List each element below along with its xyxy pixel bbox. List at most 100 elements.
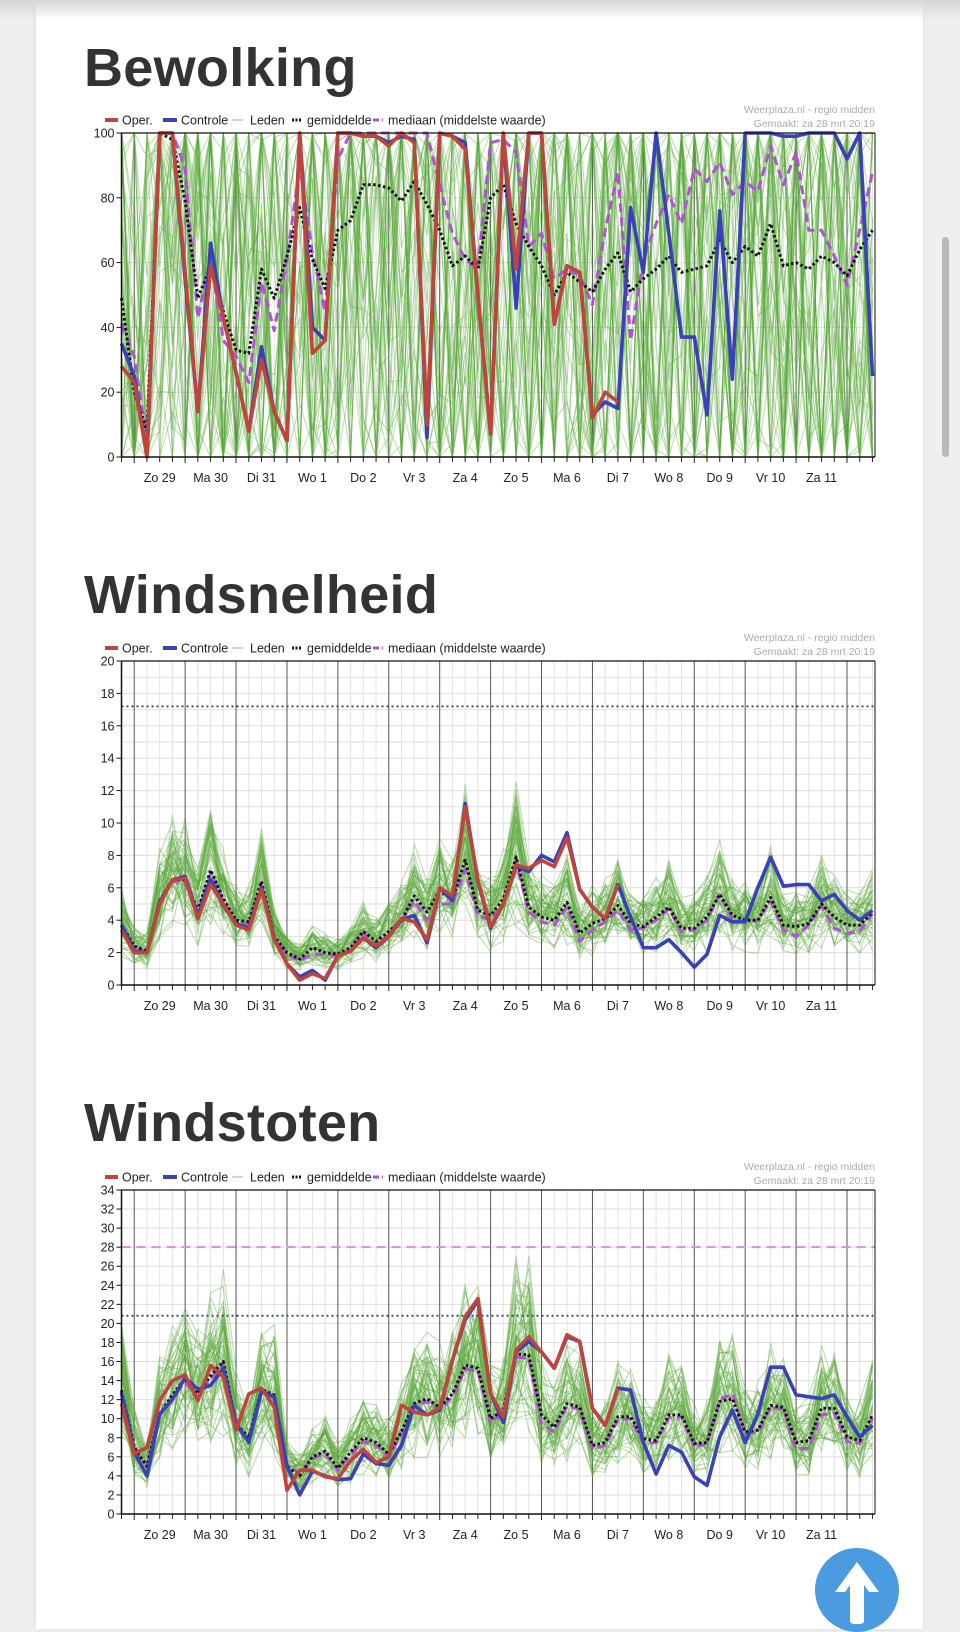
x-tick-label: Vr 3 [403, 471, 426, 485]
y-tick-label: 14 [101, 1374, 115, 1388]
y-tick-label: 12 [101, 1393, 115, 1407]
chart-windsnelheid: 0 2 4 6 8 10 12 14 16 18 20 Zo 29 Ma 30 Di 31 Wo 1 Do 2… [101, 632, 876, 1013]
x-tick-label: Ma 30 [193, 471, 228, 485]
x-tick-label: Vr 10 [756, 471, 785, 485]
x-tick-label: Do 2 [350, 1528, 376, 1542]
scroll-to-top-button[interactable] [815, 1548, 899, 1632]
y-tick-label: 0 [108, 1508, 115, 1522]
legend-label-gemiddelde: gemiddelde [307, 114, 372, 128]
series-leden-member-line [120, 131, 874, 459]
series-leden-member-line [121, 816, 874, 958]
y-tick-label: 10 [101, 1412, 115, 1426]
series-gemiddelde-line [120, 855, 874, 961]
legend-label-oper: Oper. [122, 1171, 153, 1185]
series-leden-member-line [121, 845, 874, 960]
series-leden-member-line [120, 814, 873, 962]
y-tick-label: 6 [108, 881, 115, 895]
y-tick-label: 6 [108, 1450, 115, 1464]
top-shadow [0, 0, 960, 20]
x-tick-label: Zo 5 [504, 1528, 529, 1542]
y-tick-label: 20 [101, 386, 115, 400]
series-leden-member-line [120, 132, 874, 458]
y-tick-label: 24 [101, 1279, 115, 1293]
series-leden-member-line [120, 1311, 874, 1477]
series-gemiddelde-line [120, 1352, 874, 1478]
chart-credit-source: Weerplaza.nl - regio midden [744, 104, 875, 116]
x-tick-label: Do 9 [707, 999, 733, 1013]
series-leden-member-line [120, 1338, 874, 1489]
legend-label-mediaan: mediaan (middelste waarde) [388, 1171, 546, 1185]
legend-label-mediaan: mediaan (middelste waarde) [388, 642, 546, 656]
series-leden-member-line [120, 1359, 873, 1489]
series-leden-member-line [120, 1279, 873, 1464]
series-leden-member-line [120, 131, 874, 458]
series-leden-member-line [120, 130, 873, 458]
y-tick-label: 0 [108, 451, 115, 465]
series-leden-member-line [121, 1318, 874, 1489]
x-tick-label: Di 7 [607, 471, 629, 485]
x-tick-label: Di 7 [607, 1528, 629, 1542]
x-tick-label: Ma 30 [193, 999, 228, 1013]
series-leden-member-line [120, 816, 873, 955]
x-tick-label: Zo 29 [144, 1528, 176, 1542]
x-tick-label: Wo 8 [654, 471, 683, 485]
y-tick-label: 8 [108, 1431, 115, 1445]
legend-label-leden: Leden [250, 1171, 285, 1185]
series-leden-member-line [120, 132, 874, 459]
series-leden-member-line [120, 1322, 873, 1486]
y-tick-label: 30 [101, 1222, 115, 1236]
series-leden-member-line [121, 132, 874, 458]
series-leden-member-line [120, 1325, 873, 1477]
series-leden-member-line [121, 843, 873, 955]
x-tick-label: Do 2 [350, 999, 376, 1013]
legend-label-oper: Oper. [122, 114, 153, 128]
series-leden-member-line [121, 805, 874, 963]
x-tick-label: Za 4 [453, 471, 478, 485]
series-leden-member-line [120, 132, 873, 458]
x-tick-label: Ma 6 [553, 471, 581, 485]
legend-label-mediaan: mediaan (middelste waarde) [388, 114, 546, 128]
y-tick-label: 18 [101, 1336, 115, 1350]
x-tick-label: Za 11 [806, 1528, 837, 1542]
series-leden-member-line [120, 1281, 874, 1479]
legend-label-leden: Leden [250, 642, 285, 656]
y-tick-label: 60 [101, 256, 115, 270]
series-leden-member-line [121, 842, 873, 971]
y-tick-label: 28 [101, 1241, 115, 1255]
series-leden-member-line [120, 1279, 873, 1479]
x-tick-label: Zo 5 [504, 999, 529, 1013]
series-oper-line [119, 805, 620, 982]
y-tick-label: 80 [101, 191, 115, 205]
x-tick-label: Do 9 [707, 1528, 733, 1542]
series-leden-member-line [121, 876, 874, 971]
series-leden-member-line [120, 1312, 874, 1482]
y-tick-label: 16 [101, 719, 115, 733]
series-leden-member-line [120, 132, 874, 459]
series-leden-member-line [120, 1273, 873, 1467]
y-tick-label: 20 [101, 1317, 115, 1331]
series-leden-member-line [120, 132, 874, 460]
x-tick-label: Do 2 [350, 471, 376, 485]
x-tick-label: Ma 6 [553, 999, 581, 1013]
series-gemiddelde-line [120, 131, 874, 433]
x-tick-label: Za 4 [453, 1528, 478, 1542]
legend-label-leden: Leden [250, 114, 285, 128]
y-tick-label: 18 [101, 687, 115, 701]
section-title-windsnelheid: Windsnelheid [84, 565, 439, 625]
legend-label-gemiddelde: gemiddelde [307, 642, 372, 656]
page-scrollbar[interactable] [942, 237, 949, 457]
series-leden-member-line [121, 836, 873, 967]
legend-label-controle: Controle [181, 114, 228, 128]
series-leden-member-line [120, 827, 873, 954]
legend-label-oper: Oper. [122, 642, 153, 656]
y-tick-label: 10 [101, 817, 115, 831]
series-leden-member-line [121, 799, 874, 962]
series-leden-member-line [120, 812, 873, 962]
y-tick-label: 22 [101, 1298, 115, 1312]
y-tick-label: 12 [101, 784, 115, 798]
series-leden-member-line [120, 849, 873, 965]
series-leden-member-line [120, 817, 873, 968]
x-tick-label: Wo 8 [654, 1528, 683, 1542]
x-tick-label: Ma 6 [553, 1528, 581, 1542]
x-tick-label: Za 4 [453, 999, 478, 1013]
